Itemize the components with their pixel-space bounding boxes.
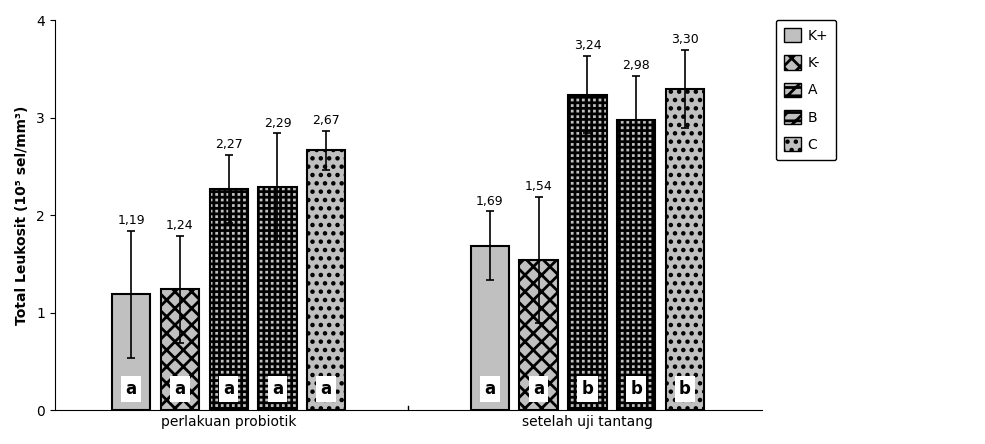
Bar: [307, 150, 346, 410]
Text: 1,54: 1,54: [525, 180, 553, 193]
Text: 3,24: 3,24: [573, 39, 601, 52]
Text: 2,29: 2,29: [264, 117, 292, 130]
Bar: [210, 189, 248, 410]
Text: 1,19: 1,19: [117, 214, 145, 227]
Bar: [617, 120, 655, 410]
Text: 1,24: 1,24: [166, 219, 194, 232]
Bar: [258, 187, 296, 410]
Text: 3,30: 3,30: [671, 33, 698, 46]
Legend: K+, K-, A, B, C: K+, K-, A, B, C: [775, 20, 836, 160]
Bar: [617, 120, 655, 410]
Bar: [210, 189, 248, 410]
Text: a: a: [321, 380, 332, 398]
Bar: [568, 95, 607, 410]
Bar: [258, 187, 296, 410]
Text: a: a: [126, 380, 137, 398]
Text: 2,67: 2,67: [312, 114, 340, 127]
Text: 2,98: 2,98: [623, 59, 650, 72]
Text: a: a: [533, 380, 544, 398]
Bar: [112, 294, 151, 410]
Bar: [258, 187, 296, 410]
Text: b: b: [679, 380, 690, 398]
Bar: [161, 289, 199, 410]
Bar: [471, 246, 509, 410]
Bar: [617, 120, 655, 410]
Y-axis label: Total Leukosit (10⁵ sel/mm³): Total Leukosit (10⁵ sel/mm³): [15, 106, 29, 325]
Text: a: a: [272, 380, 283, 398]
Text: b: b: [630, 380, 642, 398]
Bar: [666, 89, 704, 410]
Text: a: a: [485, 380, 495, 398]
Text: 1,69: 1,69: [476, 194, 503, 207]
Bar: [568, 95, 607, 410]
Bar: [519, 260, 558, 410]
Bar: [568, 95, 607, 410]
Bar: [210, 189, 248, 410]
Text: b: b: [581, 380, 593, 398]
Text: a: a: [224, 380, 234, 398]
Text: 2,27: 2,27: [215, 138, 242, 151]
Text: a: a: [174, 380, 185, 398]
